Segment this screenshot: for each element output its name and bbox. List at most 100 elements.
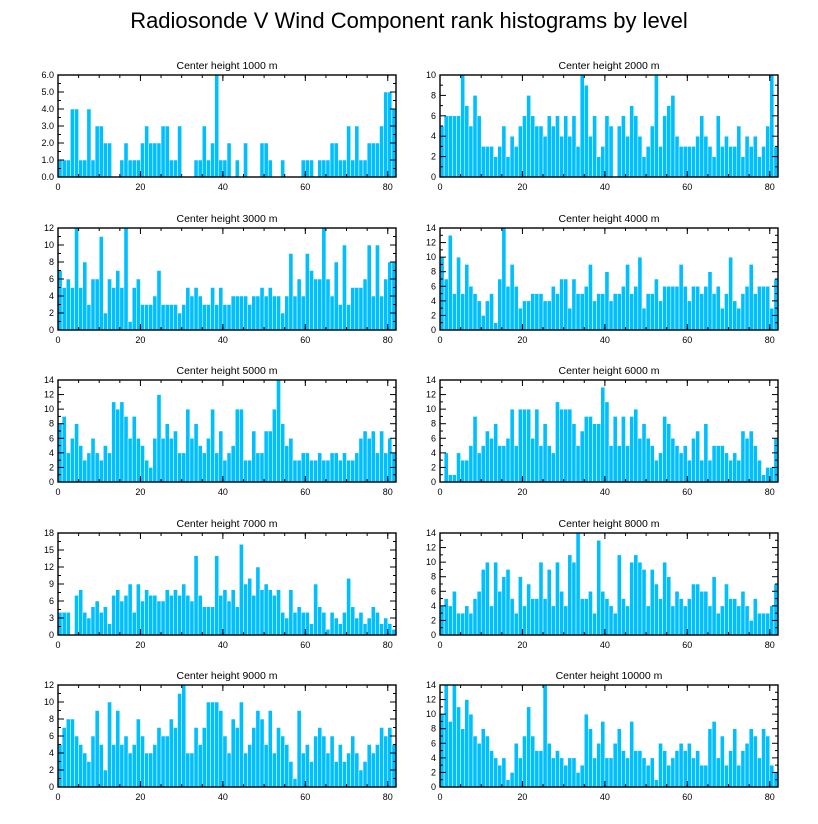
histogram-bar (513, 445, 519, 483)
histogram-bar (485, 735, 490, 788)
histogram-bar (571, 757, 577, 788)
histogram-bar (325, 629, 331, 636)
histogram-bar (313, 278, 318, 331)
histogram-bar (152, 595, 158, 636)
histogram-bar (748, 620, 754, 636)
histogram-bar (579, 74, 585, 178)
histogram-bar (325, 459, 331, 483)
histogram-bar (259, 452, 265, 483)
histogram-bar (497, 591, 503, 636)
histogram-bar (748, 264, 754, 331)
histogram-bar (160, 125, 166, 178)
histogram-bar (757, 612, 762, 636)
histogram-bar (567, 307, 573, 331)
histogram-bar (711, 156, 717, 178)
histogram-bar (691, 286, 696, 331)
histogram-bar (571, 561, 577, 636)
histogram-bar (546, 115, 552, 178)
histogram-bar (452, 115, 457, 178)
histogram-panel-1: Center height 1000 m 0 20 40 60 80 0.0 1.0 2.0 3.… (41, 60, 397, 192)
x-tick-label: 80 (765, 640, 775, 650)
histogram-bar (707, 459, 713, 483)
histogram-bar (358, 612, 364, 636)
histogram-bar (485, 430, 490, 483)
histogram-bar (371, 752, 376, 788)
histogram-bar (358, 287, 364, 331)
y-tick-label: 0.0 (41, 172, 54, 182)
histogram-bar (452, 474, 457, 483)
y-tick-label: 8 (49, 257, 54, 267)
histogram-bar (645, 293, 651, 331)
histogram-bar (267, 159, 273, 178)
histogram-bar (197, 295, 203, 331)
histogram-bar (111, 401, 116, 483)
histogram-bar (333, 261, 339, 331)
histogram-bar (383, 735, 389, 788)
histogram-bar (600, 387, 606, 483)
y-tick-label: 10 (426, 404, 436, 414)
y-tick-label: 2 (431, 615, 436, 625)
histogram-bar (65, 452, 71, 483)
histogram-bar (358, 438, 364, 483)
panel-title: Center height 8000 m (559, 518, 660, 530)
histogram-bar (206, 304, 211, 331)
histogram-bar (115, 710, 121, 788)
histogram-bar (757, 286, 762, 331)
histogram-bar (621, 115, 626, 178)
histogram-bar (625, 757, 630, 788)
histogram-bar (472, 95, 478, 178)
histogram-bar (305, 744, 310, 788)
histogram-bar (753, 445, 758, 483)
y-tick-label: 4 (431, 753, 436, 763)
histogram-bar (480, 569, 486, 636)
histogram-bar (476, 115, 482, 178)
histogram-bar (317, 278, 323, 331)
histogram-bar (94, 125, 100, 178)
histogram-bar (346, 752, 351, 788)
histogram-bar (695, 286, 700, 331)
histogram-bar (443, 684, 449, 788)
histogram-bar (600, 591, 606, 636)
histogram-bar (654, 278, 659, 331)
x-tick-label: 80 (765, 182, 775, 192)
histogram-bar (74, 735, 79, 788)
histogram-bar (456, 115, 461, 178)
histogram-bar (267, 287, 273, 331)
histogram-bar (707, 271, 713, 331)
histogram-bar (263, 744, 269, 788)
x-tick-label: 0 (437, 487, 442, 497)
histogram-bar (637, 561, 643, 636)
histogram-bar (612, 743, 618, 788)
histogram-bar (169, 438, 174, 483)
x-tick-label: 20 (517, 487, 527, 497)
histogram-bar (468, 713, 474, 788)
histogram-bar (272, 408, 277, 483)
histogram-bar (629, 561, 634, 636)
histogram-bar (662, 416, 667, 483)
y-tick-label: 0 (431, 630, 436, 640)
histogram-bar (604, 271, 610, 331)
histogram-bar (218, 430, 224, 483)
y-tick-label: 8 (431, 572, 436, 582)
histogram-bar (136, 583, 141, 636)
histogram-bar (156, 142, 162, 178)
histogram-bar (645, 764, 651, 788)
histogram-bar (579, 764, 585, 788)
histogram-bar (513, 146, 519, 178)
histogram-bar (645, 146, 651, 178)
histogram-bar (185, 287, 191, 331)
histogram-bar (703, 591, 709, 636)
histogram-bar (255, 710, 261, 788)
histogram-bar (468, 612, 474, 636)
y-tick-label: 4 (431, 601, 436, 611)
histogram-bar (592, 757, 597, 788)
y-tick-label: 10 (426, 70, 436, 80)
histogram-bar (325, 752, 331, 788)
histogram-bar (748, 430, 754, 483)
histogram-bar (493, 322, 498, 331)
histogram-bar (456, 612, 461, 636)
histogram-bar (222, 589, 228, 636)
histogram-bar (338, 159, 343, 178)
histogram-panel-9: Center height 9000 m 0 20 40 60 80 0 2 4 6 8 10 12 (44, 670, 397, 802)
histogram-bar (753, 735, 758, 788)
